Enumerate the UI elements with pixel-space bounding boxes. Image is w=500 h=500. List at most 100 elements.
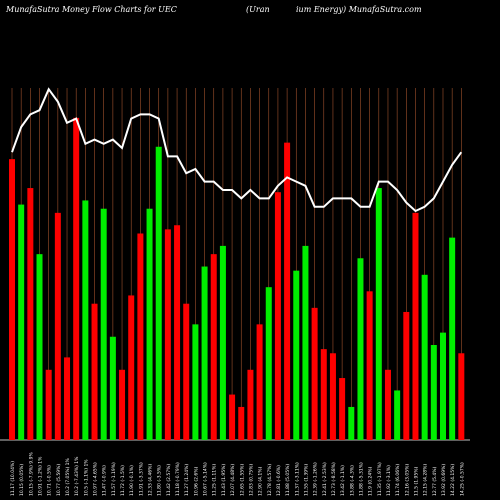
x-tick-label: 11.55 (1.39%)	[303, 464, 309, 496]
money-flow-bar	[293, 270, 300, 440]
x-tick-label: 12.81 (-0.6%)	[276, 465, 282, 496]
money-flow-bar	[36, 254, 43, 440]
x-tick-label: 10.77 (5.59%)	[56, 464, 62, 496]
money-flow-bar	[449, 237, 456, 440]
x-tick-label: 10.5 (-1.1%) 1%	[83, 459, 89, 496]
x-tick-label: 11.17 (10.04%)	[10, 461, 16, 496]
x-tick-label: 14.22 (4.15%)	[450, 464, 456, 496]
x-tick-label: 11.74 (6.06%)	[395, 464, 401, 496]
money-flow-bar	[146, 208, 153, 440]
x-tick-label: 11.57 (-1.19%)	[111, 462, 117, 496]
money-flow-bar	[109, 336, 116, 440]
money-flow-bar	[329, 353, 336, 440]
money-flow-bar	[164, 229, 171, 440]
x-tick-label: 12.83 (0.75%)	[248, 464, 254, 496]
money-flow-bar	[100, 208, 107, 440]
money-flow-bar	[73, 117, 80, 441]
money-flow-bar	[403, 311, 410, 440]
x-tick-label: 10.91 (-1.2%) 1%	[38, 456, 44, 496]
money-flow-bar	[256, 324, 263, 440]
x-tick-label: 10.71 (-0.5%)	[47, 465, 53, 496]
money-flow-bar	[302, 245, 309, 440]
x-tick-label: 13.92 (0.69%)	[441, 464, 447, 496]
x-tick-label: 11.18 (-0.79%)	[175, 462, 181, 496]
x-tick-label: 11.88 (-5.31%)	[358, 462, 364, 496]
money-flow-bar	[54, 212, 61, 440]
money-flow-bar	[9, 159, 15, 440]
x-tick-label: 10.15 (0.05%)	[19, 464, 25, 496]
money-flow-bar	[174, 225, 181, 440]
money-flow-bar	[229, 394, 236, 440]
money-flow-bar	[137, 233, 144, 440]
money-flow-bar	[320, 349, 327, 440]
money-flow-bar	[311, 307, 318, 440]
money-flow-bar	[119, 369, 126, 440]
x-tick-label: 12.15 (4.28%)	[423, 464, 429, 496]
x-tick-label: 11.5 (1.95%)	[413, 466, 419, 496]
x-tick-label: 11.37 (-3.11%)	[294, 462, 300, 496]
x-tick-label: 12.33 (4.46%)	[148, 464, 154, 496]
x-tick-label: 12.77 (5.4%)	[432, 466, 438, 496]
x-tick-label: 10.67 (-5.14%)	[203, 462, 209, 496]
x-tick-label: 11.9 (0.24%)	[368, 466, 374, 496]
x-tick-label: 10.97 (-4.65%)	[93, 462, 99, 496]
money-flow-bar	[238, 406, 245, 440]
money-flow-bar	[201, 266, 208, 440]
money-flow-bar	[458, 353, 465, 440]
money-flow-bar	[348, 406, 355, 440]
x-tick-label: 11.43 (1.95%)	[221, 464, 227, 496]
money-flow-bar	[384, 369, 391, 440]
x-tick-label: 11.88 (5.05%)	[285, 464, 291, 496]
chart-title-left: MunafaSutra Money Flow Charts for UEC	[6, 5, 177, 14]
money-flow-bar	[412, 212, 419, 440]
x-tick-label: 10.2 (7.05%) 1%	[65, 457, 71, 496]
money-flow-bar	[439, 332, 446, 440]
money-flow-bar	[192, 324, 199, 440]
money-flow-bar	[265, 287, 272, 440]
x-tick-label: 13.42 (-1.1%)	[340, 465, 346, 496]
money-flow-bar	[339, 378, 346, 440]
x-tick-label: 13.88 (-4.3%)	[349, 465, 355, 496]
x-tick-label: 14.25 (-0.57%)	[459, 462, 465, 496]
price-line	[11, 87, 463, 213]
money-flow-bar	[375, 188, 382, 440]
x-tick-label: 12.65 (1.55%)	[239, 464, 245, 496]
x-tick-label: 12.78 (4.57%)	[267, 464, 273, 496]
chart-title-middle: (Uran	[246, 5, 270, 14]
money-flow-bar	[284, 142, 291, 440]
x-tick-label: 11.27 (1.24%)	[184, 464, 190, 496]
money-flow-bar	[210, 254, 217, 440]
money-flow-bar	[183, 303, 190, 440]
x-tick-label: 11.35 (-1.97%)	[377, 462, 383, 496]
x-tick-label: 11.42 (2.57%)	[166, 464, 172, 496]
money-flow-bar	[366, 291, 373, 440]
x-tick-label: 12.90 (4.1%)	[258, 466, 264, 496]
x-tick-label: 11.92 (-3.1%)	[386, 465, 392, 496]
x-tick-label: 11.47 (-0.9%)	[102, 465, 108, 496]
x-tick-label: 12.41 (-2.53%)	[322, 462, 328, 496]
money-flow-bar	[155, 146, 162, 440]
money-flow-bar	[64, 357, 71, 440]
x-tick-label: 11.90 (-0.1%)	[129, 465, 135, 496]
chart-title-right: ium Energy) MunafaSutra.com	[296, 5, 422, 14]
money-flow-bar	[45, 369, 52, 440]
money-flow-bar	[219, 245, 226, 440]
money-flow-bar	[430, 345, 437, 440]
money-flow-bar	[394, 390, 401, 440]
x-tick-label: 10.2 (-7.43%) 1%	[74, 456, 80, 496]
money-flow-bar	[421, 274, 428, 440]
money-flow-bar	[27, 188, 34, 440]
money-flow-bar	[18, 204, 25, 440]
money-flow-bar	[357, 258, 364, 440]
money-flow-bar	[128, 295, 135, 440]
money-flow-bar	[82, 200, 89, 440]
money-flow-bar	[91, 303, 98, 440]
x-tick-label: 10.96 (2.6%)	[193, 466, 199, 496]
money-flow-bar	[247, 369, 254, 440]
x-tick-label: 10.15 (-7.9%) 9.9%	[28, 452, 34, 496]
x-tick-label: 11.72 (-1.5%)	[120, 465, 126, 496]
x-tick-label: 11.80 (-3.5%)	[157, 465, 163, 496]
x-tick-label: 12.07 (4.48%)	[230, 464, 236, 496]
